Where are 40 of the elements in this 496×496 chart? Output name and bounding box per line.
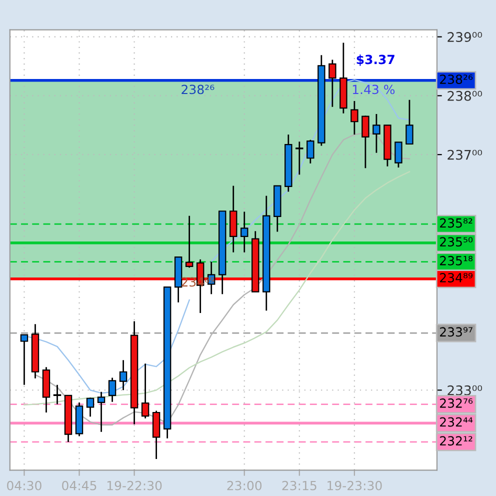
candlestick [141,362,150,420]
candlestick [20,334,28,386]
x-tick-label: 04:30 [7,480,42,490]
candlestick [406,99,414,145]
candlestick [185,215,194,268]
ref-line-label: 232¹² [440,436,472,446]
annotation: 1.43 % [352,84,395,94]
x-tick-label: 04:45 [62,480,96,490]
ref-line-label: 232⁴⁴ [440,417,473,427]
x-tick-label: 23:00 [227,480,262,490]
candlestick [306,139,314,164]
ref-line-label: 235⁵⁰ [440,237,473,247]
ref-line-label: 235¹⁸ [440,256,473,266]
ref-line-label: 238²⁶ [440,74,473,84]
y-tick-label: 233⁰⁰ [448,385,482,396]
ref-line-label: 235⁸² [440,218,472,228]
ref-line-label: 233⁹⁷ [440,327,472,337]
candlestick [86,397,94,418]
candlestick [296,140,304,176]
x-tick-label: 19-22:30 [107,480,162,490]
annotation: $3.37 [356,54,394,66]
annotation: 234⁸⁹ [182,277,214,287]
candlestick [362,115,370,169]
candlestick [328,59,336,108]
candlestick [394,142,402,168]
candlestick [240,211,248,254]
candlestick [372,113,380,154]
candlestick [53,384,62,405]
y-tick-label: 238⁰⁰ [448,90,482,101]
x-tick-label: 23:15 [282,480,316,490]
ref-line-label: 232⁷⁶ [440,398,473,408]
x-tick-label: 19-23:30 [328,480,382,490]
candlestick [119,359,128,391]
candlestick [108,377,116,403]
candlestick [97,391,106,433]
y-tick-label: 237⁰⁰ [448,150,482,160]
annotation: 238²⁶ [182,84,214,94]
candlestick [350,100,358,136]
y-tick-label: 239⁰⁰ [448,32,482,42]
ref-line-label: 234⁸⁹ [440,273,473,282]
